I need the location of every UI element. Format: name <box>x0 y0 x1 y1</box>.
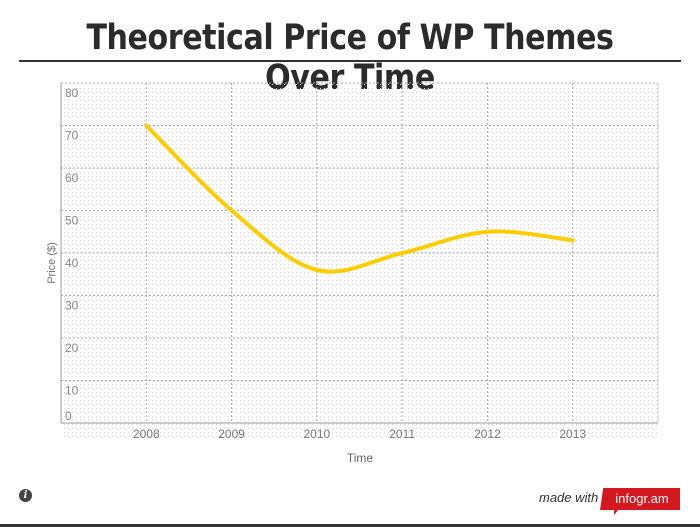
y-tick-label: 30 <box>65 299 79 313</box>
y-axis-label: Price ($) <box>46 242 58 284</box>
series-line <box>144 123 575 274</box>
brand-tail <box>614 509 619 515</box>
x-tick-label: 2013 <box>559 427 586 441</box>
y-tick-label: 70 <box>65 129 79 143</box>
x-axis-label: Time <box>347 451 374 465</box>
y-tick-label: 80 <box>65 86 79 100</box>
y-tick-label: 10 <box>65 384 79 398</box>
y-tick-label: 50 <box>65 214 79 228</box>
info-icon[interactable]: i <box>19 489 32 502</box>
x-tick-label: 2010 <box>304 427 331 441</box>
x-tick-label: 2008 <box>133 427 160 441</box>
infogram-brand-link[interactable]: infogr.am <box>600 488 680 510</box>
bottom-divider <box>0 524 700 527</box>
x-tick-label: 2012 <box>474 427 501 441</box>
x-tick-label: 2011 <box>389 427 415 441</box>
made-with-label: made with <box>539 490 599 505</box>
chart-title: Theoretical Price of WP Themes Over Time <box>86 18 614 98</box>
x-tick-label: 2009 <box>218 427 245 441</box>
y-tick-label: 0 <box>65 409 72 423</box>
plot-background <box>61 84 658 440</box>
y-tick-label: 20 <box>65 341 79 355</box>
y-tick-label: 40 <box>65 256 79 270</box>
y-tick-label: 60 <box>65 171 79 185</box>
title-divider <box>19 60 681 62</box>
